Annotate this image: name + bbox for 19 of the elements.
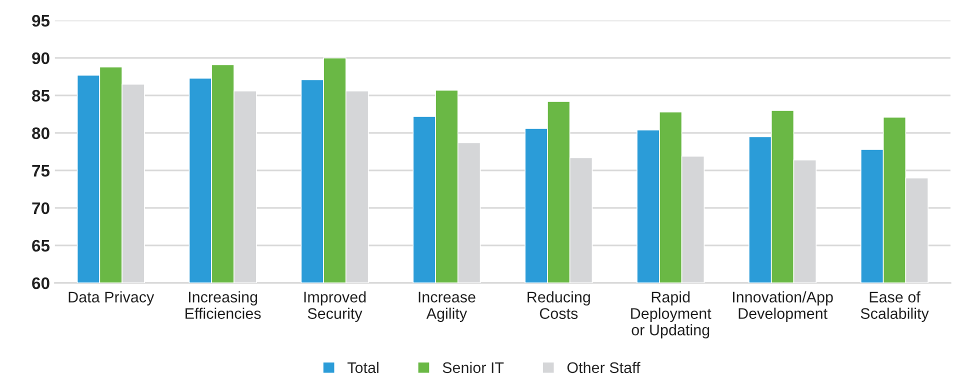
x-tick-label: Reducing Costs: [528, 291, 590, 319]
x-tick-label: Data Privacy: [68, 291, 154, 306]
x-tick-label: Increase Agility: [418, 292, 476, 322]
x-tick-label: Improved Security: [304, 291, 366, 322]
y-tick-label: 95: [32, 14, 50, 27]
y-tick-label: 65: [32, 240, 50, 252]
x-tick-label: Rapid Deployment or Updating: [631, 291, 712, 338]
y-tick-label: 85: [32, 90, 50, 102]
y-tick-label: 60: [32, 277, 50, 290]
y-tick-label: 70: [32, 202, 50, 214]
x-tick-label: Innovation/App Development: [733, 291, 833, 322]
y-tick-label: 75: [32, 165, 50, 177]
x-tick-label: Ease of Scalability: [860, 291, 929, 322]
legend-label: Other Staff: [567, 362, 640, 374]
legend-label: Total: [348, 362, 378, 374]
legend-label: Senior IT: [442, 362, 504, 374]
y-tick-label: 90: [32, 52, 50, 64]
y-tick-label: 80: [32, 127, 50, 140]
x-tick-label: Increasing Efficiencies: [186, 291, 261, 319]
